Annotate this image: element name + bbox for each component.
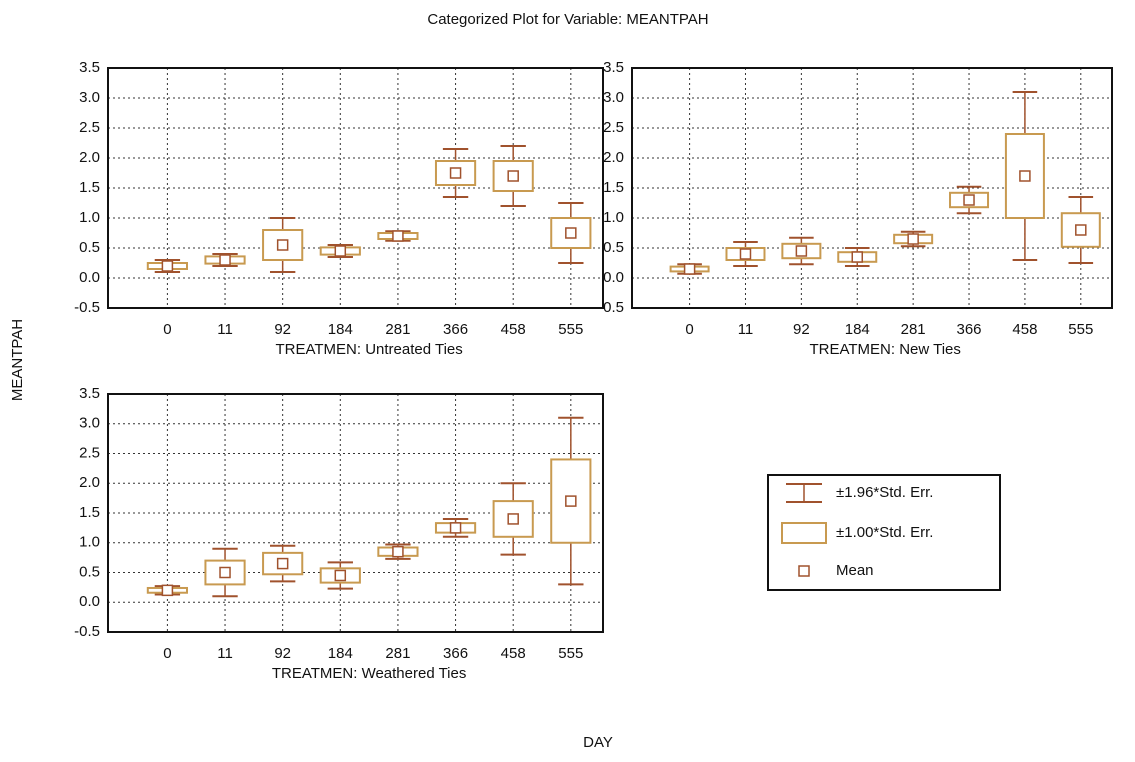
mean-marker [161, 584, 174, 597]
y-tick-label: 3.0 [79, 415, 100, 432]
mean-marker [795, 245, 808, 257]
panel-label: TREATMEN: New Ties [809, 341, 960, 358]
y-tick-label: 0.5 [603, 239, 624, 256]
y-tick-label: 3.0 [79, 89, 100, 106]
x-tick-label: 366 [957, 321, 982, 338]
y-tick-label: 1.5 [79, 504, 100, 521]
x-tick-label: 366 [443, 321, 468, 338]
mean-marker [334, 245, 347, 257]
plot-frame [107, 393, 604, 633]
mean-marker [449, 522, 462, 534]
y-tick-label: 2.0 [603, 149, 624, 166]
mean-marker [963, 194, 975, 206]
mean-marker [334, 569, 347, 582]
mean-marker [739, 248, 752, 260]
x-tick-label: 92 [793, 321, 810, 338]
x-tick-label: 366 [443, 645, 468, 662]
legend-label: Mean [836, 562, 874, 579]
y-tick-label: 3.5 [79, 385, 100, 402]
legend-box-swatch [781, 522, 827, 544]
y-tick-label: 1.0 [79, 209, 100, 226]
x-tick-label: 0 [163, 321, 171, 338]
y-tick-label: -0.5 [74, 299, 100, 316]
x-tick-label: 281 [385, 645, 410, 662]
mean-marker [161, 260, 174, 272]
mean-marker [907, 233, 919, 245]
mean-marker [276, 239, 289, 251]
y-tick-label: -0.5 [598, 299, 624, 316]
y-tick-label: 1.0 [603, 209, 624, 226]
y-axis-label: MEANTPAH [9, 319, 26, 401]
y-tick-label: 3.5 [79, 59, 100, 76]
x-tick-label: 555 [558, 321, 583, 338]
mean-marker [683, 263, 696, 275]
panel-label: TREATMEN: Untreated Ties [275, 341, 462, 358]
legend-label: ±1.00*Std. Err. [836, 524, 933, 541]
y-tick-label: 1.0 [79, 534, 100, 551]
box [1004, 133, 1045, 219]
x-axis-label: DAY [583, 734, 613, 751]
y-tick-label: 3.0 [603, 89, 624, 106]
x-tick-label: 555 [558, 645, 583, 662]
y-tick-label: 0.5 [79, 563, 100, 580]
y-tick-label: 2.0 [79, 474, 100, 491]
y-tick-label: 0.5 [79, 239, 100, 256]
mean-marker [276, 557, 289, 570]
y-tick-label: 3.5 [603, 59, 624, 76]
x-tick-label: 184 [845, 321, 870, 338]
x-tick-label: 92 [274, 321, 291, 338]
mean-marker [565, 495, 577, 507]
mean-marker [507, 513, 519, 525]
x-tick-label: 458 [501, 645, 526, 662]
mean-marker [392, 545, 404, 558]
legend-label: ±1.96*Std. Err. [836, 484, 933, 501]
x-tick-label: 281 [385, 321, 410, 338]
y-tick-label: 2.5 [603, 119, 624, 136]
x-tick-label: 0 [163, 645, 171, 662]
y-tick-label: 0.0 [79, 593, 100, 610]
panel-label: TREATMEN: Weathered Ties [272, 665, 467, 682]
y-tick-label: 1.5 [79, 179, 100, 196]
mean-marker [219, 566, 231, 579]
y-tick-label: 2.5 [79, 444, 100, 461]
legend-mean-swatch [798, 565, 810, 577]
x-tick-label: 11 [217, 321, 233, 338]
y-tick-label: 2.0 [79, 149, 100, 166]
mean-marker [449, 167, 462, 179]
mean-marker [507, 170, 519, 182]
mean-marker [1019, 170, 1031, 182]
box [434, 160, 477, 186]
mean-marker [851, 251, 864, 263]
x-tick-label: 92 [274, 645, 291, 662]
y-tick-label: 0.0 [603, 269, 624, 286]
x-tick-label: 281 [901, 321, 926, 338]
mean-marker [219, 254, 231, 266]
x-tick-label: 0 [685, 321, 693, 338]
x-tick-label: 184 [328, 645, 353, 662]
x-tick-label: 11 [217, 645, 233, 662]
box [550, 458, 592, 544]
plot-frame [631, 67, 1113, 309]
mean-marker [1075, 224, 1087, 236]
x-tick-label: 555 [1068, 321, 1093, 338]
plot-frame [107, 67, 604, 309]
x-tick-label: 184 [328, 321, 353, 338]
y-tick-label: 2.5 [79, 119, 100, 136]
mean-marker [565, 227, 577, 239]
x-tick-label: 458 [501, 321, 526, 338]
y-tick-label: 1.5 [603, 179, 624, 196]
mean-marker [392, 230, 404, 242]
x-tick-label: 11 [738, 321, 754, 338]
y-tick-label: -0.5 [74, 623, 100, 640]
x-tick-label: 458 [1012, 321, 1037, 338]
y-tick-label: 0.0 [79, 269, 100, 286]
chart-title: Categorized Plot for Variable: MEANTPAH [427, 11, 708, 28]
